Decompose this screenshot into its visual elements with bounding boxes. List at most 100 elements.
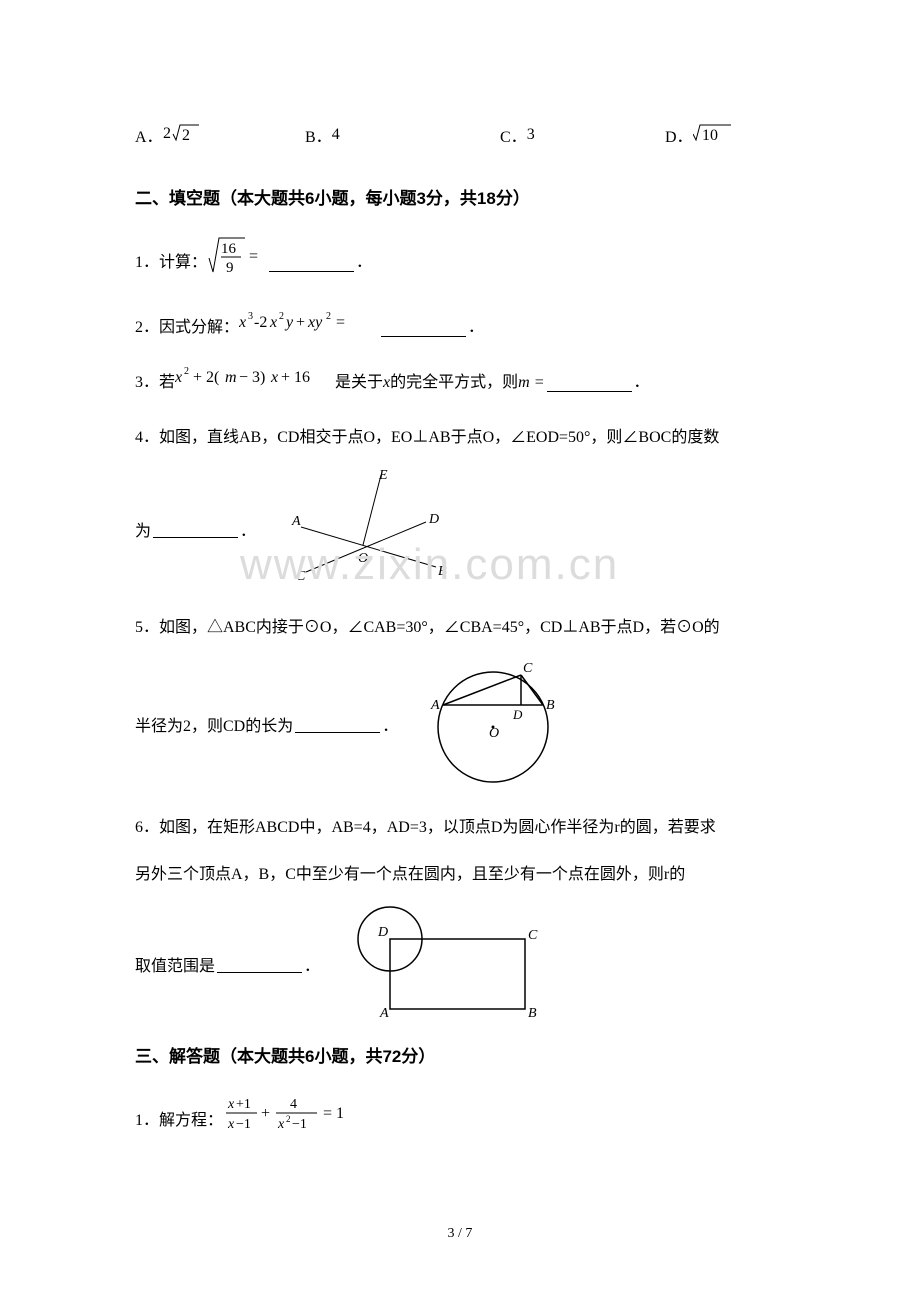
- q4-label-E: E: [378, 468, 388, 483]
- q4-label-C: C: [296, 569, 306, 584]
- q3-blank: [547, 374, 632, 392]
- q1-blank: [269, 254, 354, 272]
- option-c-value: 3: [527, 126, 535, 144]
- q3-var: x: [383, 365, 390, 400]
- q5-label-O: O: [489, 726, 499, 741]
- fill-q5-line2: 半径为2，则CD的长为 ． A B C D O: [135, 657, 785, 792]
- option-d-label: D．: [665, 123, 693, 147]
- svg-text:2: 2: [286, 1114, 291, 1124]
- option-b: B． 4: [305, 123, 500, 147]
- svg-text:+1: +1: [236, 1097, 251, 1112]
- svg-text:+ 16: + 16: [281, 369, 310, 386]
- option-b-value: 4: [332, 126, 340, 144]
- q6-blank: [217, 955, 302, 973]
- svg-text:9: 9: [226, 260, 234, 276]
- page-number: 3 / 7: [0, 1226, 920, 1242]
- fill-q6-line3: 取值范围是 ． D C A B: [135, 904, 785, 1024]
- svg-text:m: m: [225, 369, 237, 386]
- q4-blank: [153, 520, 238, 538]
- svg-text:+: +: [261, 1105, 270, 1122]
- sq1-num: 1．解方程：: [135, 1103, 223, 1138]
- q3-mid2: 的完全平方式，则: [390, 365, 518, 400]
- fill-q6-line1: 6．如图，在矩形ABCD中，AB=4，AD=3，以顶点D为圆心作半径为r的圆，若…: [135, 810, 785, 845]
- q6-label-D: D: [377, 925, 388, 940]
- q3-num: 3．若: [135, 365, 175, 400]
- svg-text:x: x: [269, 314, 277, 331]
- q6-label-B: B: [528, 1006, 537, 1019]
- q5-label-B: B: [546, 698, 555, 713]
- svg-text:−1: −1: [292, 1117, 307, 1132]
- svg-text:xy: xy: [307, 314, 323, 331]
- option-d-value-svg: 10: [693, 120, 733, 149]
- q4-label-A: A: [291, 514, 301, 529]
- svg-text:16: 16: [221, 241, 237, 257]
- svg-text:=: =: [249, 248, 258, 265]
- svg-text:− 3): − 3): [239, 369, 265, 386]
- svg-text:2: 2: [163, 125, 171, 142]
- svg-text:4: 4: [290, 1097, 297, 1112]
- page-content: A． 2 2 B． 4 C． 3 D． 10: [0, 0, 920, 1150]
- q6-label-A: A: [379, 1006, 389, 1019]
- svg-text:x: x: [175, 369, 182, 386]
- q3-var2: m =: [518, 365, 544, 400]
- q4-label-B: B: [438, 564, 447, 579]
- option-b-label: B．: [305, 123, 332, 147]
- svg-text:−1: −1: [236, 1117, 251, 1132]
- q5-figure: A B C D O: [413, 657, 573, 792]
- q6-line3-prefix: 取值范围是: [135, 952, 215, 976]
- svg-text:+ 2(: + 2(: [193, 369, 219, 386]
- option-c-label: C．: [500, 123, 527, 147]
- svg-text:10: 10: [702, 127, 718, 144]
- q5-line2-prefix: 半径为2，则CD的长为: [135, 712, 293, 736]
- q5-period: ．: [382, 712, 398, 736]
- sq1-expr: x +1 x −1 + 4 x 2 −1 = 1: [223, 1092, 383, 1149]
- solve-q1: 1．解方程： x +1 x −1 + 4 x 2 −1 = 1: [135, 1092, 785, 1149]
- q4-figure: E A D C B O: [266, 467, 466, 592]
- q6-figure: D C A B: [340, 904, 550, 1024]
- svg-text:2: 2: [184, 366, 189, 377]
- q2-blank: [381, 319, 466, 337]
- q3-mid: 是关于: [335, 365, 383, 400]
- q1-period: ．: [356, 245, 372, 280]
- fill-q1: 1．计算： 16 9 = ．: [135, 234, 785, 291]
- svg-text:2: 2: [279, 311, 284, 322]
- svg-text:x: x: [277, 1117, 285, 1132]
- option-a: A． 2 2: [135, 120, 305, 149]
- svg-text:=: =: [336, 314, 345, 331]
- q4-label-D: D: [428, 512, 439, 527]
- fill-q2: 2．因式分解： x 3 -2 x 2 y + xy 2 = ．: [135, 309, 785, 346]
- svg-text:x: x: [227, 1117, 235, 1132]
- fill-q4-line1: 4．如图，直线AB，CD相交于点O，EO⊥AB于点O，∠EOD=50°，则∠BO…: [135, 420, 785, 455]
- svg-text:2: 2: [326, 311, 331, 322]
- q2-num: 2．因式分解：: [135, 310, 239, 345]
- fill-q6-line2: 另外三个顶点A，B，C中至少有一个点在圆内，且至少有一个点在圆外，则r的: [135, 857, 785, 892]
- svg-text:2: 2: [182, 127, 190, 144]
- svg-text:x: x: [239, 314, 246, 331]
- options-row: A． 2 2 B． 4 C． 3 D． 10: [135, 120, 785, 149]
- section3-header: 三、解答题（本大题共6小题，共72分）: [135, 1042, 785, 1067]
- q4-line2-prefix: 为: [135, 517, 151, 541]
- option-c: C． 3: [500, 123, 665, 147]
- q4-period: ．: [240, 517, 256, 541]
- fill-q4-line2: 为 ． E A D C B O: [135, 467, 785, 592]
- q3-period: ．: [634, 365, 650, 400]
- q4-label-O: O: [358, 551, 368, 566]
- svg-text:x: x: [227, 1097, 235, 1112]
- svg-text:= 1: = 1: [323, 1105, 344, 1122]
- option-a-value-svg: 2 2: [163, 120, 201, 149]
- svg-text:+: +: [296, 314, 305, 331]
- option-d: D． 10: [665, 120, 785, 149]
- q3-expr1: x 2 + 2( m − 3) x + 16: [175, 364, 335, 401]
- fill-q3: 3．若 x 2 + 2( m − 3) x + 16 是关于 x 的完全平方式，…: [135, 364, 785, 401]
- section2-header: 二、填空题（本大题共6小题，每小题3分，共18分）: [135, 184, 785, 209]
- q5-label-D: D: [512, 707, 523, 722]
- fill-q5-line1: 5．如图，△ABC内接于⊙O，∠CAB=30°，∠CBA=45°，CD⊥AB于点…: [135, 610, 785, 645]
- svg-text:y: y: [284, 314, 294, 331]
- q5-label-C: C: [523, 661, 533, 676]
- q6-label-C: C: [528, 928, 538, 943]
- q2-period: ．: [468, 310, 484, 345]
- q6-period: ．: [304, 952, 320, 976]
- svg-text:-2: -2: [254, 314, 267, 331]
- svg-text:x: x: [270, 369, 278, 386]
- q2-expr: x 3 -2 x 2 y + xy 2 =: [239, 309, 379, 346]
